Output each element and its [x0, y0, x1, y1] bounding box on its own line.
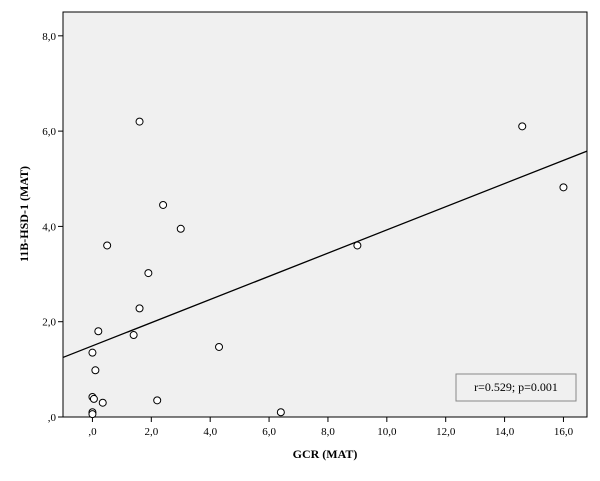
data-point	[135, 304, 144, 313]
x-tick-label: 6,0	[262, 426, 276, 438]
y-tick-label: ,0	[48, 412, 57, 424]
stats-annotation: r=0.529; p=0.001	[455, 373, 577, 402]
data-point	[276, 408, 285, 417]
data-points	[88, 117, 568, 419]
x-tick-label: 8,0	[321, 426, 335, 438]
data-point	[518, 122, 527, 131]
data-point	[353, 241, 362, 250]
data-point	[144, 269, 153, 278]
x-tick-label: 4,0	[203, 426, 217, 438]
x-tick-label: ,0	[88, 426, 97, 438]
annotation-text: r=0.529; p=0.001	[474, 380, 558, 394]
data-point	[94, 327, 103, 336]
regression-line	[62, 150, 588, 359]
x-axis-title: GCR (MAT)	[293, 447, 358, 461]
data-point	[215, 342, 224, 351]
x-tick-label: 14,0	[495, 426, 515, 438]
data-point	[88, 348, 97, 357]
data-point	[176, 224, 185, 233]
data-point	[159, 200, 168, 209]
x-tick-label: 2,0	[144, 426, 158, 438]
data-point	[103, 241, 112, 250]
data-point	[559, 183, 568, 192]
axis-ticks: ,0 2,0 4,0 6,0 8,0 10,0 12,0 14,0 16,0 ,0 2,0 4,0 6,…	[42, 31, 573, 438]
annotation-box	[455, 373, 577, 402]
data-point	[89, 394, 98, 403]
plot-area	[62, 11, 588, 418]
data-point	[91, 366, 100, 375]
data-point	[129, 331, 138, 340]
x-tick-label: 12,0	[436, 426, 456, 438]
x-tick-label: 10,0	[377, 426, 397, 438]
data-point	[153, 396, 162, 405]
y-tick-label: 8,0	[42, 31, 56, 43]
x-tick-label: 16,0	[554, 426, 574, 438]
data-point	[98, 398, 107, 407]
y-axis-title: 11B-HSD-1 (MAT)	[17, 166, 31, 262]
y-tick-label: 2,0	[42, 317, 56, 329]
data-point	[135, 117, 144, 126]
y-tick-label: 6,0	[42, 126, 56, 138]
data-point	[88, 410, 97, 419]
y-tick-label: 4,0	[42, 221, 56, 233]
